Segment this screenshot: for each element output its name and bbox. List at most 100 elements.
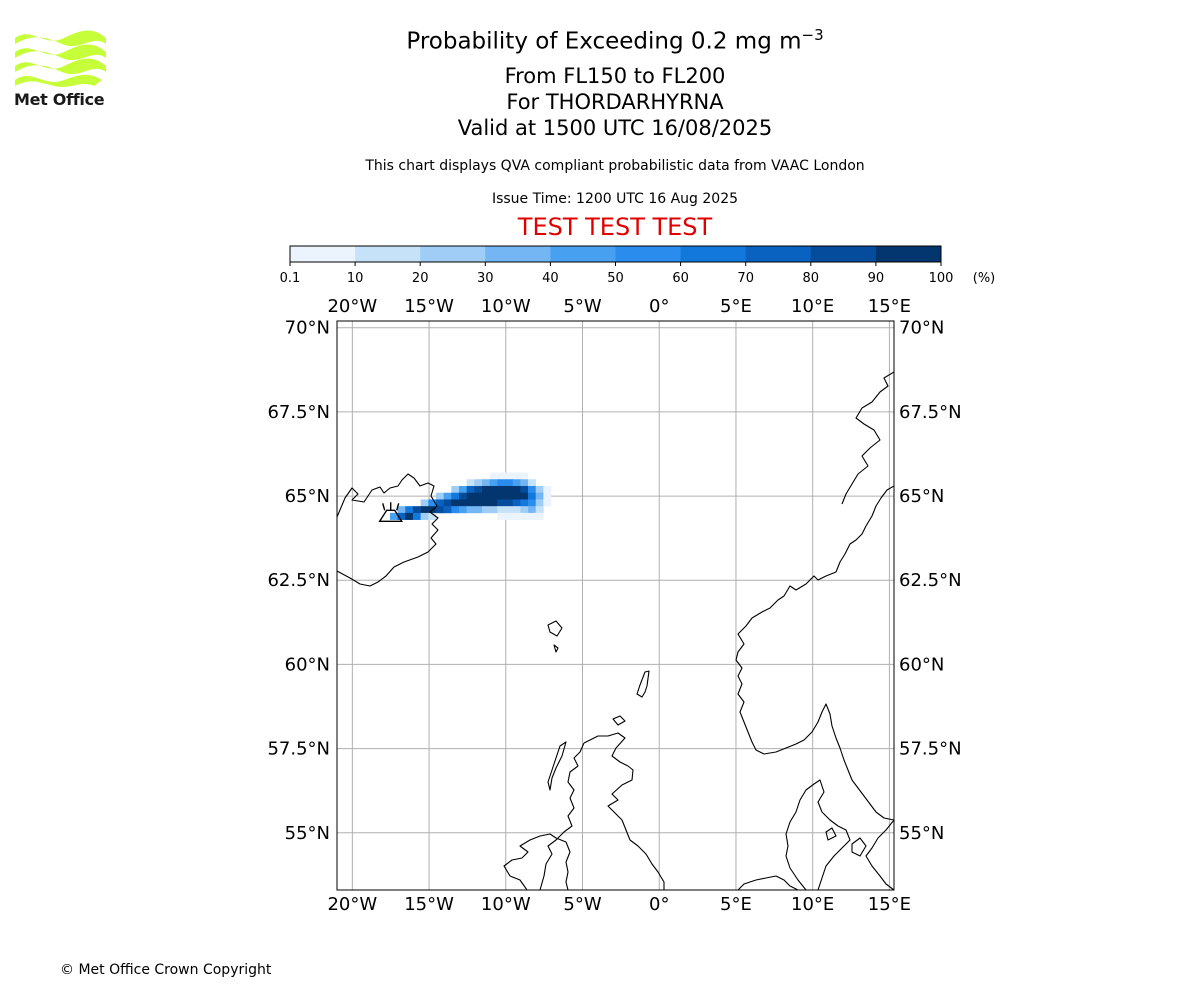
- britain-coastline: [539, 732, 665, 890]
- probability-cell: [528, 512, 537, 520]
- probability-cell: [405, 506, 414, 514]
- ireland-coastline: [503, 833, 571, 890]
- chart-subtitle: This chart displays QVA compliant probab…: [365, 158, 865, 174]
- chart-title: Probability of Exceeding 0.2 mg m−3: [406, 26, 824, 55]
- probability-cell: [466, 492, 475, 500]
- colorbar-tick-label: 60: [672, 271, 689, 286]
- copyright-footer: © Met Office Crown Copyright: [60, 962, 272, 978]
- probability-cell: [535, 485, 544, 494]
- longitude-label-bottom: 5°E: [720, 894, 752, 915]
- probability-cell: [520, 492, 529, 500]
- met-office-wave-icon: [15, 30, 106, 87]
- probability-cell: [489, 472, 498, 480]
- colorbar-tick-label: 20: [412, 271, 429, 286]
- issue-time: Issue Time: 1200 UTC 16 Aug 2025: [491, 191, 739, 207]
- latitude-label-left: 70°N: [285, 318, 330, 339]
- latitude-label-left: 67.5°N: [267, 402, 330, 423]
- colorbar: 0.1 10 20 30 40 50 60 70 80 90 100 (%): [280, 245, 995, 286]
- longitude-label-top: 10°W: [481, 296, 531, 317]
- probability-cell: [466, 479, 475, 487]
- colorbar-segment: [290, 246, 356, 262]
- probability-cell: [482, 492, 490, 500]
- colorbar-segment: [485, 246, 551, 262]
- colorbar-tick-label: 10: [347, 271, 364, 286]
- longitude-label-top: 5°W: [563, 296, 601, 317]
- colorbar-segment: [615, 246, 682, 262]
- colorbar-segment: [355, 246, 421, 262]
- probability-cell: [535, 512, 544, 520]
- probability-cell: [497, 499, 506, 507]
- sweden-coastline: [865, 819, 894, 890]
- probability-cell: [451, 506, 460, 514]
- probability-cell: [512, 472, 521, 480]
- probability-cell: [497, 506, 506, 514]
- probability-cell: [520, 512, 529, 520]
- colorbar-segment: [875, 246, 942, 262]
- probability-cell: [482, 479, 490, 487]
- probability-cell: [428, 512, 437, 520]
- colorbar-tick-label: 0.1: [280, 271, 301, 286]
- probability-cell: [543, 485, 552, 494]
- colorbar-tick-label: 40: [542, 271, 559, 286]
- probability-cell: [474, 485, 483, 494]
- probability-cell: [512, 485, 521, 494]
- probability-cell: [512, 512, 521, 520]
- met-office-logo: Met Office: [14, 30, 110, 114]
- latitude-label-left: 57.5°N: [267, 739, 330, 760]
- colorbar-segment: [550, 246, 616, 262]
- probability-cell: [466, 485, 475, 494]
- probability-cell: [528, 492, 537, 500]
- probability-cell: [489, 485, 498, 494]
- faroe-islands: [547, 620, 563, 653]
- longitude-label-bottom: 10°E: [791, 894, 834, 915]
- probability-cell: [543, 499, 552, 507]
- probability-cell: [520, 472, 529, 480]
- probability-cell: [458, 485, 467, 494]
- orkney-islands: [612, 715, 626, 726]
- probability-cell: [489, 479, 498, 487]
- probability-cell: [520, 479, 529, 487]
- logo-wordmark: Met Office: [14, 90, 105, 109]
- probability-cell: [520, 499, 529, 507]
- latitude-label-left: 62.5°N: [267, 570, 330, 591]
- latitude-label-right: 65°N: [899, 486, 944, 507]
- probability-cell: [482, 506, 490, 514]
- probability-cell: [535, 506, 544, 514]
- longitude-label-bottom: 5°W: [563, 894, 601, 915]
- probability-cell: [505, 499, 513, 507]
- probability-cell: [451, 485, 460, 494]
- probability-cell: [505, 485, 513, 494]
- colorbar-tick-label: 80: [803, 271, 820, 286]
- longitude-label-bottom: 15°E: [868, 894, 911, 915]
- probability-cell: [528, 485, 537, 494]
- probability-cell: [489, 506, 498, 514]
- probability-cell: [482, 485, 490, 494]
- longitude-label-top: 15°E: [868, 296, 911, 317]
- latitude-label-left: 60°N: [285, 654, 330, 675]
- colorbar-segment: [420, 246, 486, 262]
- probability-cell: [435, 499, 444, 507]
- colorbar-tick-label: 70: [737, 271, 754, 286]
- longitude-label-bottom: 15°W: [404, 894, 454, 915]
- probability-cell: [497, 472, 506, 480]
- probability-cell: [451, 492, 460, 500]
- probability-cell: [497, 512, 506, 520]
- colorbar-tick-label: 50: [607, 271, 624, 286]
- probability-cell: [482, 499, 490, 507]
- probability-cell: [505, 506, 513, 514]
- probability-cell: [474, 479, 483, 487]
- flight-level-title: From FL150 to FL200: [504, 64, 726, 88]
- map-frame: [336, 320, 895, 891]
- probability-cell: [497, 485, 506, 494]
- probability-cell: [435, 506, 444, 514]
- probability-cell: [420, 499, 429, 507]
- colorbar-segment: [745, 246, 812, 262]
- valid-time-title: Valid at 1500 UTC 16/08/2025: [457, 116, 773, 140]
- probability-cell: [397, 512, 406, 520]
- probability-cell: [489, 492, 498, 500]
- probability-cell: [443, 506, 452, 514]
- danish-islands: [825, 827, 867, 857]
- probability-cell: [428, 499, 437, 507]
- latitude-label-left: 65°N: [285, 486, 330, 507]
- probability-cell: [474, 506, 483, 514]
